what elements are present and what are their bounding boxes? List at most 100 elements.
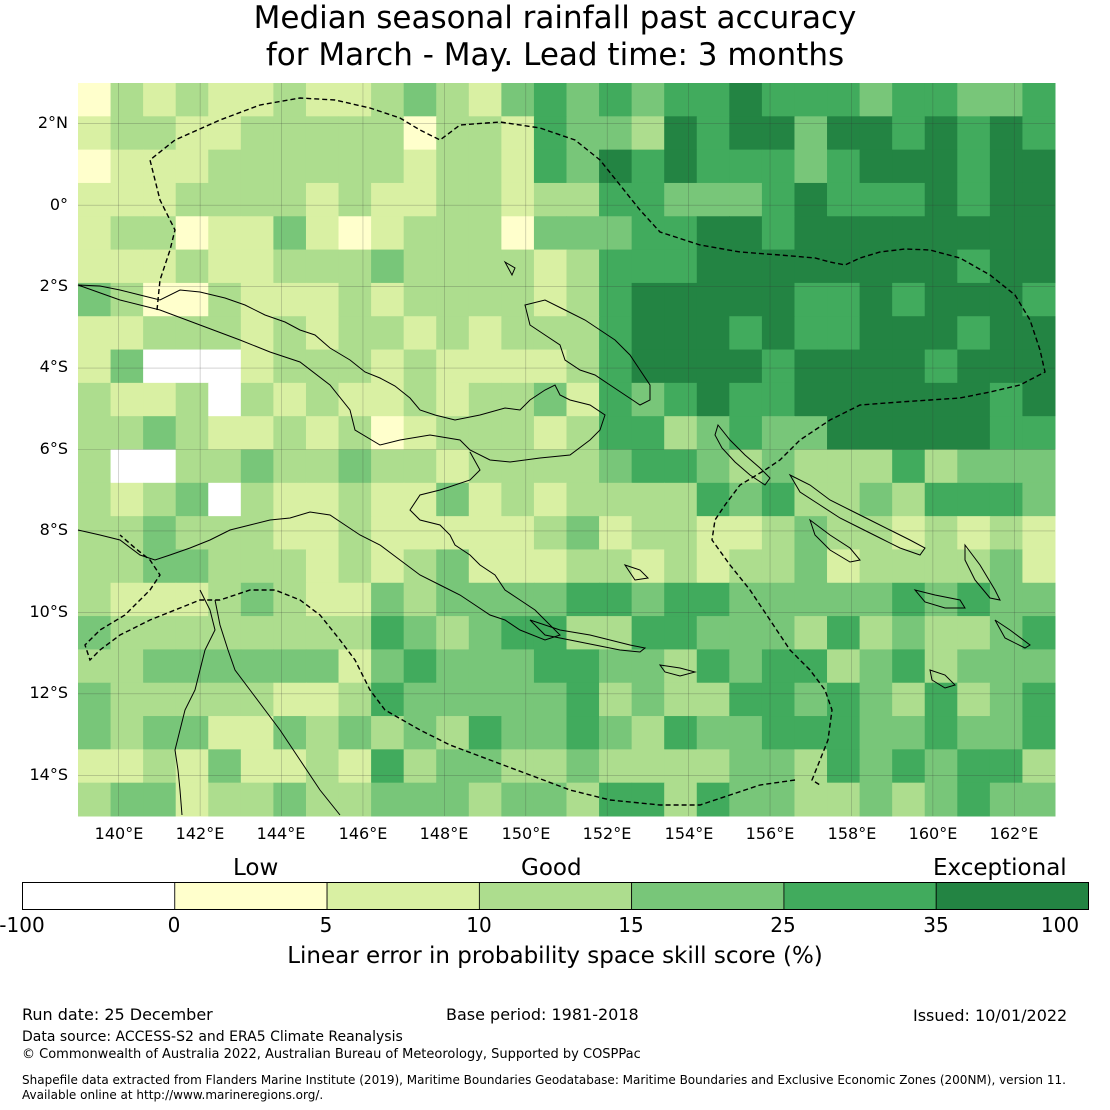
skill-cell [175,83,209,117]
skill-cell [208,416,242,450]
skill-cell [78,616,112,650]
skill-cell [957,382,991,417]
skill-cell [143,249,177,284]
skill-cell [827,83,861,117]
skill-cell [729,316,763,351]
skill-cell [957,182,991,217]
skill-grid-cells [78,83,1056,817]
skill-cell [468,449,502,484]
skill-cell [827,549,861,584]
skill-cell [631,182,665,217]
skill-cell [110,782,144,817]
skill-cell [729,482,763,517]
skill-cell [761,516,795,550]
skill-cell [371,316,405,351]
skill-cell [729,582,763,617]
skill-cell [208,149,242,184]
skill-cell [338,349,372,384]
skill-score-map [77,83,1056,817]
skill-cell [989,416,1023,450]
skill-cell [924,316,958,351]
skill-cell [110,616,144,650]
skill-cell [599,482,633,517]
skill-cell [566,749,600,784]
skill-cell [631,249,665,284]
skill-cell [892,416,926,450]
skill-cell [566,782,600,817]
skill-cell [892,516,926,550]
skill-cell [664,249,698,284]
skill-cell [143,516,177,550]
skill-cell [305,182,340,217]
skill-cell [631,116,665,151]
skill-cell [892,716,926,750]
skill-cell [273,582,307,617]
skill-cell [305,782,340,817]
skill-cell [371,116,405,151]
skill-cell [1022,349,1056,384]
skill-cell [273,382,307,417]
skill-cell [566,382,600,417]
skill-cell [501,682,535,717]
skill-cell [273,316,307,351]
skill-cell [208,249,242,284]
skill-cell [436,516,470,550]
skill-cell [957,249,991,284]
skill-cell [729,83,763,117]
skill-cell [599,83,633,117]
skill-cell [371,149,405,184]
skill-cell [175,749,209,784]
skill-cell [599,416,633,450]
skill-cell [989,549,1023,584]
solomon-coast-5 [994,619,1031,649]
skill-cell [143,449,177,484]
skill-cell [208,682,242,717]
skill-cell [859,449,893,484]
skill-cell [827,449,861,484]
solomon-coast-1 [788,473,926,556]
skill-cell [1022,582,1056,617]
skill-cell [794,282,828,317]
skill-cell [859,416,893,450]
skill-cell [566,616,600,650]
skill-cell [989,649,1023,684]
skill-cell [1022,716,1056,750]
skill-cell [664,449,698,484]
skill-cell [859,349,893,384]
eez-boundaries [84,97,1046,806]
lat-label: 12°S [29,683,68,702]
skill-cell [566,716,600,750]
skill-cell [924,582,958,617]
skill-cell [827,616,861,650]
skill-cell [403,749,437,784]
skill-cell [664,182,698,217]
skill-cell [599,716,633,750]
skill-cell [143,316,177,351]
skill-cell [729,516,763,550]
skill-cell [989,149,1023,184]
skill-cell [78,316,112,351]
skill-cell [501,83,535,117]
skill-cell [208,582,242,617]
skill-cell [533,582,567,617]
skill-cell [631,316,665,351]
skill-cell [892,216,926,251]
skill-cell [371,749,405,784]
skill-cell [761,716,795,750]
skill-cell [566,149,600,184]
skill-cell [566,116,600,151]
skill-cell [533,216,567,251]
skill-cell [729,616,763,650]
skill-cell [761,782,795,817]
skill-cell [827,416,861,450]
skill-cell [794,216,828,251]
skill-cell [436,182,470,217]
skill-cell [989,682,1023,717]
skill-cell [110,382,144,417]
skill-cell [110,316,144,351]
skill-cell [305,716,340,750]
skill-cell [175,282,209,317]
skill-cell [957,649,991,684]
skill-cell [989,182,1023,217]
skill-cell [533,382,567,417]
